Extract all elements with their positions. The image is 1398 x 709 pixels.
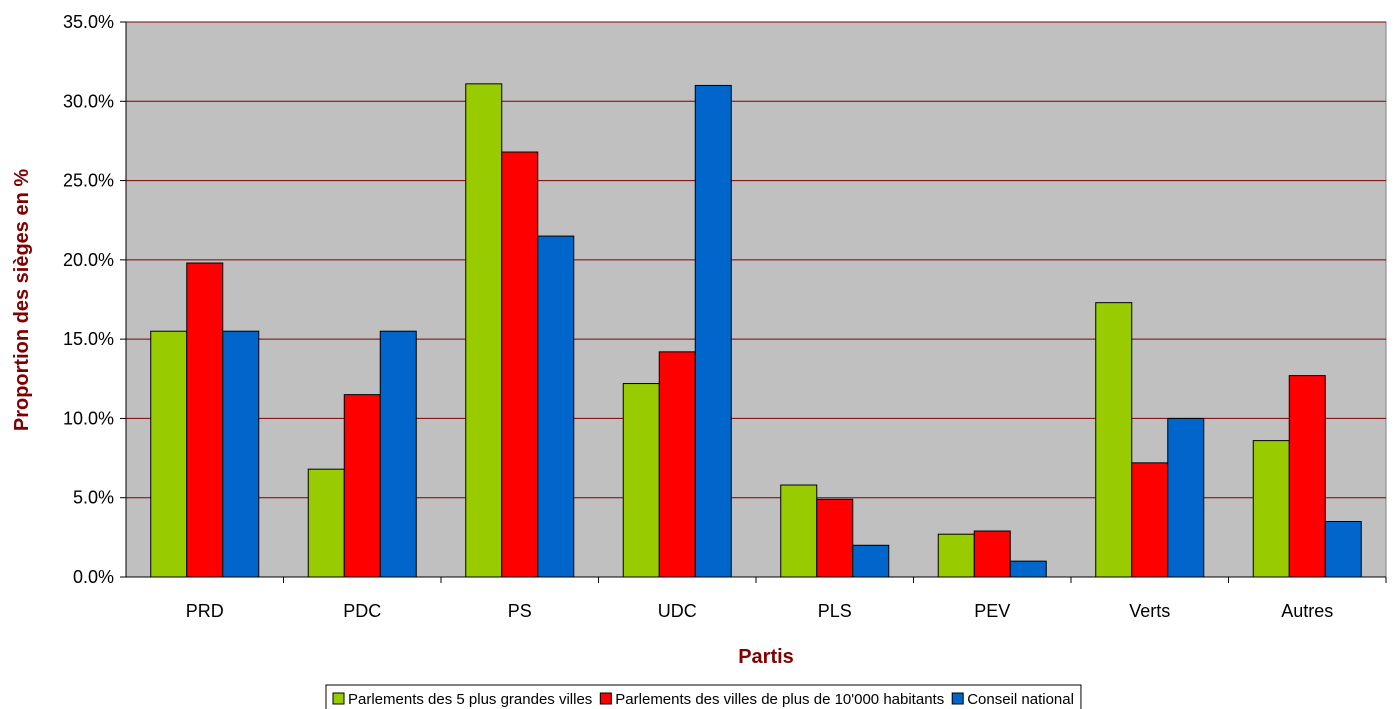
- bar-prd-series-2: [186, 262, 224, 578]
- bar-pls-series-1: [780, 484, 818, 578]
- x-tick-label: PDC: [343, 601, 381, 621]
- y-tick-label: 20.0%: [63, 250, 114, 270]
- y-axis-title: Proportion des sièges en %: [11, 169, 33, 432]
- bar-verts-series-2: [1131, 462, 1169, 578]
- y-tick-label: 30.0%: [63, 91, 114, 111]
- bar-udc-series-2: [658, 351, 696, 578]
- bar-ps-series-3: [537, 235, 575, 578]
- x-axis-title: Partis: [738, 646, 794, 668]
- bar-prd-series-1: [150, 330, 188, 578]
- bar-pdc-series-3: [379, 330, 417, 578]
- bar-ps-series-2: [501, 151, 539, 578]
- y-tick-label: 25.0%: [63, 171, 114, 191]
- bar-pev-series-1: [937, 533, 975, 578]
- legend-label: Conseil national: [967, 691, 1074, 708]
- x-tick-label: Autres: [1281, 601, 1333, 621]
- bar-pdc-series-2: [343, 394, 381, 578]
- x-tick-label: PEV: [974, 601, 1010, 621]
- x-tick-label: PLS: [818, 601, 852, 621]
- bars: [150, 83, 1362, 578]
- bar-udc-series-3: [694, 84, 732, 578]
- legend-label: Parlements des 5 plus grandes villes: [348, 691, 592, 708]
- x-tick-label: PRD: [186, 601, 224, 621]
- bar-autres-series-1: [1252, 440, 1290, 578]
- bar-pls-series-2: [816, 498, 854, 578]
- x-tick-label: Verts: [1129, 601, 1170, 621]
- bar-verts-series-3: [1167, 417, 1205, 578]
- x-tick-label: UDC: [658, 601, 697, 621]
- y-tick-label: 0.0%: [73, 567, 114, 587]
- bar-ps-series-1: [465, 83, 503, 578]
- bar-autres-series-2: [1288, 375, 1326, 578]
- legend-swatch: [951, 692, 964, 705]
- y-tick-label: 5.0%: [73, 488, 114, 508]
- bar-pev-series-2: [973, 530, 1011, 578]
- legend-label: Parlements des villes de plus de 10'000 …: [615, 691, 944, 708]
- y-tick-labels: 0.0% 5.0% 10.0% 15.0% 20.0% 25.0% 30.0% 35.0%: [63, 12, 114, 587]
- bar-pev-series-3: [1009, 560, 1047, 578]
- y-tick-label: 35.0%: [63, 12, 114, 32]
- legend: Parlements des 5 plus grandes villes Parl…: [325, 684, 1082, 709]
- bar-pls-series-3: [852, 544, 890, 578]
- y-tick-label: 10.0%: [63, 408, 114, 428]
- bar-verts-series-1: [1095, 302, 1133, 578]
- axes: [120, 21, 1387, 583]
- y-tick-label: 15.0%: [63, 329, 114, 349]
- x-tick-label: PS: [508, 601, 532, 621]
- legend-swatch: [599, 692, 612, 705]
- legend-swatch: [332, 692, 345, 705]
- bar-prd-series-3: [222, 330, 260, 578]
- bar-autres-series-3: [1324, 521, 1362, 578]
- bar-udc-series-1: [622, 383, 660, 578]
- x-tick-labels: PRD PDC PS UDC PLS PEV Verts Autres: [186, 601, 1334, 621]
- bar-pdc-series-1: [307, 468, 345, 578]
